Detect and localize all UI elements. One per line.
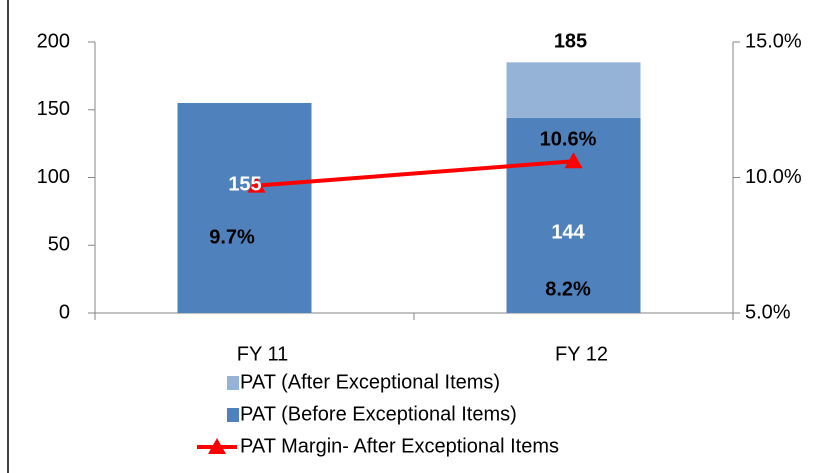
line-marker (564, 152, 583, 169)
legend-label: PAT Margin- After Exceptional Items (240, 435, 559, 457)
y-tick-label: 200 (37, 30, 70, 52)
y-tick-label: 150 (37, 98, 70, 120)
bar-segment (177, 102, 312, 313)
x-tick-label: FY 11 (237, 343, 289, 365)
data-label: 144 (551, 221, 585, 243)
line-label: 10.6% (540, 128, 597, 150)
legend-marker (208, 438, 226, 454)
y2-tick-label: 10.0% (745, 166, 802, 188)
y-tick-label: 100 (37, 166, 70, 188)
legend-label: PAT (Before Exceptional Items) (240, 403, 517, 425)
legend-label: PAT (After Exceptional Items) (240, 371, 500, 393)
y2-tick-label: 15.0% (745, 30, 802, 52)
line-marker (247, 176, 266, 193)
total-label: 185 (554, 30, 587, 52)
bar-segment (506, 62, 641, 118)
line (256, 159, 574, 188)
bar-segment (506, 117, 641, 313)
x-tick-label: FY 12 (555, 343, 608, 365)
line-label: 9.7% (209, 226, 255, 248)
y-tick-label: 50 (48, 234, 70, 256)
legend-swatch (227, 376, 239, 390)
annotation: 8.2% (545, 278, 591, 300)
y-tick-label: 0 (59, 301, 70, 323)
data-label: 155 (228, 173, 261, 195)
y2-tick-label: 5.0% (745, 301, 791, 323)
legend-swatch (227, 408, 239, 422)
